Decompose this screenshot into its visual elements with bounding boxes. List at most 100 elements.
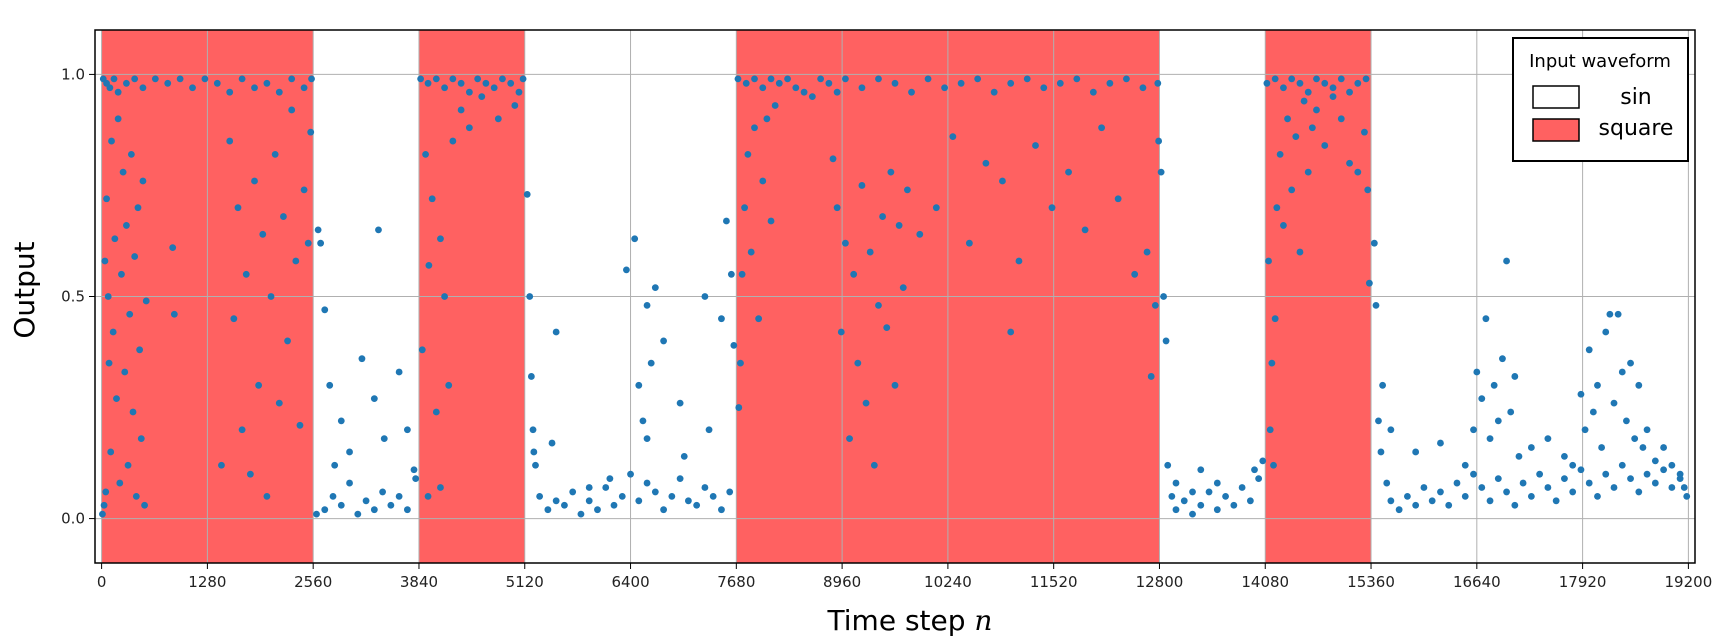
data-point (1056, 79, 1064, 87)
data-point (103, 195, 110, 203)
data-point (870, 461, 878, 469)
data-point (569, 488, 577, 496)
data-point (1577, 466, 1585, 474)
data-point (775, 79, 783, 87)
data-point (170, 310, 178, 318)
data-point (1527, 444, 1535, 451)
data-point (428, 195, 436, 203)
data-point (1251, 466, 1258, 474)
data-point (990, 88, 998, 96)
data-point (331, 461, 339, 469)
x-tick-label: 14080 (1241, 573, 1289, 591)
legend-label-sin: sin (1620, 85, 1652, 110)
data-point (1643, 470, 1651, 478)
data-point (536, 492, 544, 500)
data-point (668, 492, 676, 500)
data-point (1387, 497, 1395, 505)
data-point (1668, 484, 1676, 491)
x-tick-label: 7680 (717, 573, 755, 591)
data-point (482, 79, 490, 87)
data-point (238, 75, 246, 83)
data-point (1222, 492, 1229, 500)
legend-label-square: square (1599, 116, 1674, 141)
data-point (577, 510, 585, 518)
data-point (494, 115, 502, 123)
data-point (523, 190, 531, 198)
data-point (1300, 97, 1308, 105)
data-point (1362, 75, 1370, 83)
data-point (1270, 461, 1277, 469)
data-point (1154, 79, 1162, 87)
data-point (1461, 461, 1469, 469)
data-point (727, 270, 735, 278)
data-point (858, 84, 866, 92)
data-point (1606, 310, 1614, 318)
data-point (529, 426, 537, 434)
data-point (1288, 75, 1296, 83)
data-point (903, 186, 911, 194)
data-point (1387, 426, 1395, 434)
data-point (108, 137, 115, 145)
data-point (267, 293, 275, 300)
data-point (1635, 381, 1643, 389)
data-point (726, 488, 734, 496)
data-point (1490, 381, 1498, 389)
data-point (307, 128, 315, 136)
data-point (300, 84, 308, 92)
data-point (1329, 84, 1337, 92)
data-point (602, 484, 610, 491)
data-point (1337, 75, 1345, 83)
data-point (1255, 475, 1263, 483)
data-point (1337, 115, 1345, 123)
data-point (718, 506, 725, 514)
data-point (1365, 279, 1373, 287)
x-tick-label: 3840 (400, 573, 438, 591)
data-point (631, 235, 639, 243)
legend: Input waveform sin square (1512, 37, 1689, 162)
data-point (1631, 435, 1639, 443)
data-point (651, 284, 659, 292)
y-axis-ticks: 0.0 0.5 1.0 (61, 65, 95, 528)
data-point (1482, 315, 1490, 323)
data-point (833, 204, 841, 212)
data-point (346, 479, 353, 487)
data-point (730, 341, 738, 349)
data-point (676, 399, 684, 407)
data-point (1081, 226, 1089, 234)
data-point (1271, 315, 1279, 323)
data-point (1157, 168, 1165, 176)
data-point (1660, 466, 1667, 474)
data-point (403, 506, 411, 514)
data-point (1266, 426, 1274, 434)
data-point (449, 75, 457, 83)
data-point (1007, 79, 1015, 87)
data-point (1259, 457, 1267, 465)
y-axis-title: Output (8, 241, 41, 338)
data-point (846, 435, 853, 443)
data-point (1453, 479, 1461, 487)
data-point (511, 102, 519, 109)
data-point (213, 79, 221, 87)
data-point (1189, 488, 1196, 496)
data-point (1246, 497, 1254, 505)
x-tick-label: 11520 (1030, 573, 1078, 591)
data-point (1015, 257, 1023, 265)
data-point (825, 79, 833, 87)
data-point (784, 75, 791, 83)
data-point (1007, 328, 1015, 336)
data-point (1089, 88, 1097, 96)
data-point (1379, 381, 1387, 389)
data-point (1461, 492, 1469, 500)
data-point (792, 84, 800, 92)
data-point (251, 84, 258, 92)
data-point (1486, 497, 1494, 505)
data-point (908, 88, 915, 96)
data-point (1162, 337, 1170, 345)
data-point (449, 137, 457, 145)
x-tick-label: 12800 (1136, 573, 1184, 591)
data-point (337, 501, 345, 509)
data-point (916, 230, 924, 238)
data-point (610, 501, 618, 509)
data-point (288, 75, 296, 83)
